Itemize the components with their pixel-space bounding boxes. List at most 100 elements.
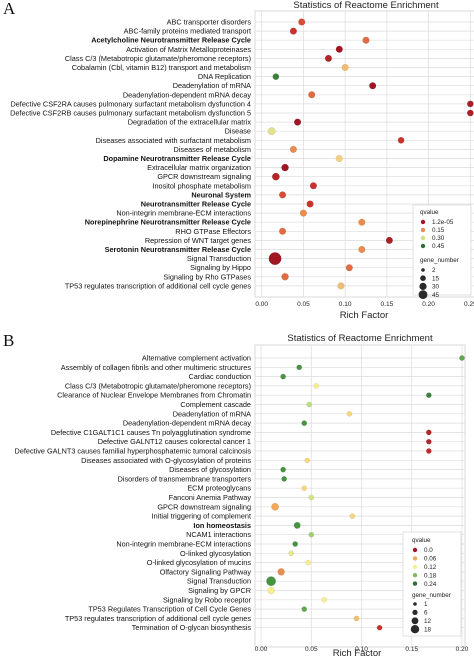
- chart-a-category-label: Neurotransmitter Release Cycle: [141, 200, 251, 209]
- chart-b-point: [280, 373, 286, 380]
- chart-b-point: [271, 502, 279, 511]
- chart-a-category-label: Acetylcholine Neurotransmitter Release C…: [91, 36, 251, 45]
- chart-a-point: [293, 118, 302, 126]
- chart-b-category-label: Complement cascade: [180, 400, 251, 409]
- chart-a-legend-color-label: 0.15: [432, 227, 445, 234]
- chart-a-category-label: Deadenylation-dependent mRNA decay: [123, 90, 252, 99]
- chart-a-category-label: Cobalamin (Cbl, vitamin B12) transport a…: [72, 63, 251, 72]
- chart-a-x-tick-label: 0.05: [297, 301, 310, 308]
- chart-a-category-label: Class C/3 (Metabotropic glutamate/pherom…: [65, 54, 251, 63]
- panel-label-b: B: [3, 331, 14, 350]
- chart-b-legend: qvalue gene_number 0.0 0.060.120.18 0.24 1 6…: [402, 531, 462, 637]
- chart-b-point: [292, 541, 298, 547]
- chart-a-point: [298, 18, 306, 26]
- chart-a-points: [267, 18, 474, 290]
- chart-b-x-tick-label: 0.05: [305, 646, 318, 653]
- chart-a: Statistics of Reactome Enrichment ABC tr…: [10, 0, 474, 321]
- chart-a-legend-color-label: 1.2e-05: [432, 219, 454, 226]
- chart-a-point: [281, 163, 289, 172]
- chart-b-category-label: Cardiac conduction: [189, 372, 251, 381]
- chart-a-point: [397, 136, 405, 144]
- chart-b-point: [266, 576, 276, 587]
- chart-a-legend-color-swatch: [420, 219, 426, 225]
- chart-b-category-label: TP53 regulates transcription of addition…: [65, 614, 252, 623]
- chart-b-legend-size-title: gene_number: [412, 592, 451, 599]
- chart-b-category-label: NCAM1 interactions: [186, 530, 251, 539]
- chart-a-point: [358, 245, 366, 254]
- chart-a-point: [308, 91, 316, 99]
- chart-b-point: [426, 392, 432, 399]
- chart-b-points: [266, 355, 465, 631]
- chart-b-point: [313, 383, 320, 389]
- chart-b-category-label: Ion homeostasis: [193, 521, 251, 530]
- chart-b-category-label: Defective C1GALT1C1 causes Tn polyagglut…: [51, 428, 251, 437]
- chart-b-legend-size-label: 12: [424, 618, 432, 625]
- chart-b-point: [277, 568, 285, 576]
- chart-a-x-tick-label: 0.00: [255, 301, 268, 308]
- chart-b-point: [280, 466, 286, 473]
- chart-a-point: [299, 209, 307, 217]
- chart-b-point: [376, 624, 383, 631]
- chart-a-point: [272, 73, 280, 80]
- chart-a-category-label: Signaling by Hippo: [190, 263, 251, 272]
- chart-a-legend-size-title: gene_number: [420, 257, 459, 264]
- chart-b-category-label: Deadenylation-dependent mRNA decay: [123, 419, 252, 428]
- chart-b-category-label: Termination of O-glycan biosynthesis: [132, 623, 252, 632]
- chart-a-x-tick-label: 0.25: [464, 301, 474, 308]
- chart-b-point: [267, 586, 275, 595]
- chart-a-category-label: Defective CSF2RA causes pulmonary surfac…: [10, 99, 251, 108]
- chart-b-category-label: Signaling by Robo receptor: [163, 595, 252, 604]
- chart-b-category-label: ECM proteoglycans: [187, 484, 251, 493]
- chart-b-legend-color-label: 0.24: [424, 581, 437, 588]
- chart-b-point: [281, 476, 287, 482]
- chart-a-legend-color-swatch: [420, 235, 426, 241]
- chart-b-x-tick-labels: 0.00 0.05 0.10 0.15 0.20: [255, 646, 469, 653]
- chart-a-point: [341, 63, 349, 72]
- chart-b-legend-color-label: 0.06: [424, 556, 437, 563]
- chart-a-legend-size-swatch: [419, 282, 427, 290]
- chart-a-point: [337, 282, 345, 290]
- chart-b-category-label: Defective GALNT3 causes familial hyperph…: [15, 447, 252, 456]
- chart-a-x-axis-title: Rich Factor: [340, 310, 389, 321]
- chart-a-point: [369, 82, 377, 90]
- chart-a-category-label: RHO GTPase Effectors: [175, 227, 251, 236]
- chart-b-title: Statistics of Reactome Enrichment: [287, 333, 433, 344]
- chart-b-point: [308, 531, 315, 538]
- chart-b-legend-size-label: 1: [424, 601, 428, 608]
- chart-b-legend-size-label: 6: [424, 610, 428, 617]
- chart-a-point: [281, 273, 289, 281]
- chart-b-legend-color-swatch: [412, 556, 418, 561]
- chart-b-category-label: Disorders of transmembrane transporters: [118, 474, 252, 483]
- chart-b-legend-color-label: 0.12: [424, 564, 437, 571]
- chart-a-plot-area: [254, 10, 474, 298]
- chart-b-category-label: Defective GALNT12 causes colorectal canc…: [98, 437, 251, 446]
- chart-b-point: [426, 438, 432, 445]
- chart-a-x-tick-labels: 0.00 0.05 0.10 0.15 0.20 0.25: [255, 301, 474, 308]
- chart-a-point: [466, 109, 474, 117]
- chart-b-point: [349, 513, 356, 519]
- chart-a-category-label: Repression of WNT target genes: [145, 236, 251, 245]
- chart-b-legend-size-swatch: [413, 602, 417, 606]
- chart-b-category-label: Signaling by GPCR: [188, 586, 251, 595]
- chart-b-category-label: Fanconi Anemia Pathway: [169, 493, 252, 502]
- chart-b-category-label: GPCR downstream signaling: [157, 502, 251, 511]
- chart-b-x-tick-label: 0.20: [456, 646, 469, 653]
- chart-b-category-label: Clearance of Nuclear Envelope Membranes …: [57, 391, 251, 400]
- chart-b-category-label: Class C/3 (Metabotropic glutamate/pherom…: [65, 381, 251, 390]
- chart-b: Statistics of Reactome Enrichment Altern…: [15, 333, 469, 658]
- chart-a-point: [324, 54, 333, 62]
- chart-a-title: Statistics of Reactome Enrichment: [293, 0, 439, 11]
- chart-b-category-labels: Alternative complement activationAssembl…: [15, 354, 252, 633]
- chart-a-x-tick-label: 0.20: [422, 301, 435, 308]
- chart-b-category-label: Alternative complement activation: [142, 354, 251, 363]
- chart-a-legend-size-swatch: [421, 268, 425, 272]
- chart-a-legend-size-label: 15: [432, 275, 440, 282]
- chart-a-point: [335, 45, 343, 53]
- chart-b-point: [301, 485, 308, 492]
- chart-a-category-label: ABC transporter disorders: [167, 18, 252, 27]
- chart-a-point: [278, 191, 287, 199]
- chart-b-legend-color-swatch: [412, 581, 418, 586]
- chart-b-x-axis-title: Rich Factor: [333, 648, 382, 658]
- chart-a-category-label: Non-integrin membrane-ECM interactions: [116, 209, 251, 218]
